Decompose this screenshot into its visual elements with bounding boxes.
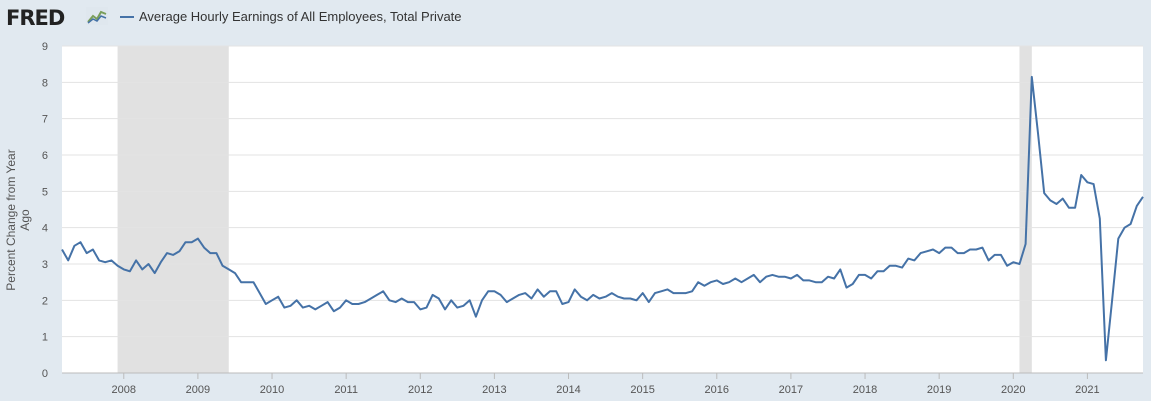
y-tick-label: 0 (42, 368, 48, 380)
x-tick-label: 2012 (408, 384, 432, 396)
x-tick-label: 2019 (927, 384, 951, 396)
y-tick-label: 6 (42, 150, 48, 162)
y-tick-label: 8 (42, 77, 48, 89)
y-tick-label: 7 (42, 114, 48, 126)
y-tick-label: 4 (42, 223, 48, 235)
x-tick-label: 2013 (482, 384, 506, 396)
x-tick-label: 2021 (1075, 384, 1099, 396)
legend-swatch (120, 15, 134, 18)
x-axis: 2008 2009 2010 2011 2012 2013 2014 2015 2016 2017… (62, 372, 1143, 396)
chart-header: FRED Average Hourly Earnings of All Empl… (0, 0, 1151, 36)
fred-chart-icon (86, 7, 108, 30)
series-group (61, 75, 1144, 362)
plot-area (62, 46, 1143, 373)
recession-shading (117, 46, 1032, 373)
y-tick-label: 9 (42, 41, 48, 53)
chart-legend: Average Hourly Earnings of All Employees… (120, 9, 462, 24)
series-line-1[interactable] (61, 75, 1144, 362)
x-tick-label: 2009 (186, 384, 210, 396)
y-tick-label: 5 (42, 186, 48, 198)
y-gridlines (62, 45, 1143, 338)
fred-logo[interactable]: FRED (6, 6, 65, 30)
x-tick-label: 2015 (630, 384, 654, 396)
recession-band-1 (117, 46, 229, 373)
x-tick-label: 2016 (705, 384, 729, 396)
x-tick-label: 2011 (334, 384, 358, 396)
y-tick-label: 2 (42, 295, 48, 307)
legend-label: Average Hourly Earnings of All Employees… (139, 9, 462, 24)
y-tick-label: 3 (42, 259, 48, 271)
y-axis: 0 1 2 3 4 5 6 7 8 9 (42, 41, 48, 380)
x-tick-label: 2018 (853, 384, 877, 396)
x-tick-label: 2010 (260, 384, 284, 396)
x-tick-label: 2014 (556, 384, 580, 396)
x-tick-label: 2017 (779, 384, 803, 396)
y-tick-label: 1 (42, 332, 48, 344)
x-tick-label: 2008 (112, 384, 136, 396)
recession-band-2 (1019, 46, 1032, 373)
x-tick-label: 2020 (1001, 384, 1025, 396)
